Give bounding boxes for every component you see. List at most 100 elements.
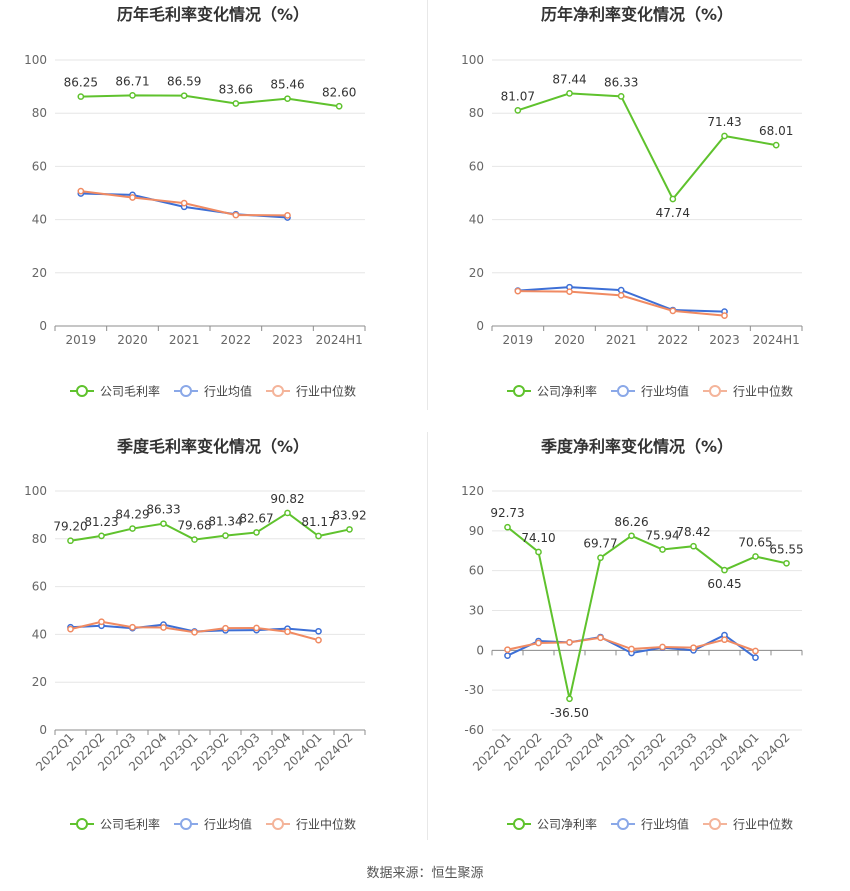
data-point-company xyxy=(721,132,728,140)
data-label: 85.46 xyxy=(270,78,304,92)
data-point-company xyxy=(77,93,85,100)
data-point-company xyxy=(783,559,790,567)
y-tick-label: 100 xyxy=(461,53,484,67)
y-tick-label: 60 xyxy=(32,580,47,594)
legend-label: 行业中位数 xyxy=(296,817,356,832)
data-point-industry_median xyxy=(129,623,136,631)
legend-marker xyxy=(180,385,192,397)
data-point-industry_avg xyxy=(617,286,625,294)
legend-item-industry_avg: 行业均值 xyxy=(174,384,252,399)
legend-marker xyxy=(513,385,525,397)
data-label: 70.65 xyxy=(738,536,772,550)
data-point-company xyxy=(346,526,353,533)
y-tick-label: 60 xyxy=(469,159,484,173)
data-label: 81.34 xyxy=(208,515,242,529)
legend-marker xyxy=(76,385,88,397)
data-point-industry_median xyxy=(752,647,759,655)
data-point-company xyxy=(617,93,625,100)
legend-item-company: 公司净利率 xyxy=(507,817,597,832)
data-label: 68.01 xyxy=(759,124,793,138)
y-tick-label: 40 xyxy=(32,213,47,227)
data-point-industry_median xyxy=(253,624,260,632)
data-point-company xyxy=(535,548,542,556)
data-point-company xyxy=(772,141,780,149)
data-point-industry_median xyxy=(98,618,105,626)
legend-label: 公司毛利率 xyxy=(100,384,160,399)
x-tick-label: 2021 xyxy=(169,333,200,347)
legend-label: 公司净利率 xyxy=(537,817,597,832)
chart-title: 历年净利率变化情况（%） xyxy=(541,5,733,24)
data-point-industry_median xyxy=(284,211,291,219)
data-label: 74.10 xyxy=(521,531,555,545)
y-tick-label: 30 xyxy=(469,604,484,618)
legend-label: 行业均值 xyxy=(641,384,689,399)
y-tick-label: 20 xyxy=(32,266,47,280)
data-point-company xyxy=(67,537,74,545)
data-label: 92.73 xyxy=(490,506,524,520)
data-label: 69.77 xyxy=(583,537,617,551)
x-tick-label: 2024H1 xyxy=(316,333,363,347)
y-tick-label: 0 xyxy=(476,319,484,333)
y-tick-label: 40 xyxy=(469,213,484,227)
y-tick-label: 0 xyxy=(476,643,484,657)
data-label: 83.92 xyxy=(332,508,366,522)
legend-label: 公司毛利率 xyxy=(100,817,160,832)
data-point-industry_median xyxy=(597,634,604,642)
data-point-company xyxy=(690,542,697,550)
legend-label: 行业均值 xyxy=(641,817,689,832)
data-point-company xyxy=(98,532,105,540)
data-label: 79.20 xyxy=(53,520,87,534)
y-tick-label: 90 xyxy=(469,524,484,538)
legend-item-company: 公司净利率 xyxy=(507,384,597,399)
data-label: 86.71 xyxy=(115,74,149,88)
data-label: 86.33 xyxy=(146,503,180,517)
data-point-company xyxy=(222,532,229,539)
data-point-company xyxy=(129,525,136,532)
legend-marker xyxy=(709,818,721,830)
data-label: 83.66 xyxy=(219,82,253,96)
y-tick-label: 0 xyxy=(39,319,47,333)
legend-item-company: 公司毛利率 xyxy=(70,817,160,832)
panel-divider-vertical-top xyxy=(427,0,428,410)
legend-item-industry_median: 行业中位数 xyxy=(703,817,793,832)
chart-title: 季度净利率变化情况（%） xyxy=(540,437,733,456)
data-point-industry_median xyxy=(514,287,522,295)
data-label: 86.26 xyxy=(614,515,648,529)
data-point-industry_median xyxy=(690,644,697,652)
data-point-industry_median xyxy=(284,628,291,636)
data-point-industry_median xyxy=(191,628,198,636)
data-point-company xyxy=(669,195,677,203)
data-point-company xyxy=(191,536,198,543)
data-point-industry_median xyxy=(566,639,573,646)
chart-title: 历年毛利率变化情况（%） xyxy=(117,5,309,24)
data-label: 86.33 xyxy=(604,75,638,89)
data-label: 65.55 xyxy=(769,542,803,556)
data-label: 81.07 xyxy=(501,89,535,103)
y-tick-label: -30 xyxy=(464,683,484,697)
legend-marker xyxy=(180,818,192,830)
chart-panel-1: 历年毛利率变化情况（%） 0 20 40 60 80 100 2019 2020 2021 2022… xyxy=(24,5,366,399)
y-tick-label: 100 xyxy=(24,53,47,67)
x-tick-label: 2020 xyxy=(117,333,148,347)
data-point-industry_median xyxy=(669,307,677,315)
data-point-industry_avg xyxy=(504,652,511,659)
data-point-industry_median xyxy=(67,625,74,633)
series-line-company xyxy=(517,92,777,201)
data-point-industry_avg xyxy=(315,627,322,635)
data-label: 90.82 xyxy=(270,492,304,506)
data-point-industry_median xyxy=(628,645,635,653)
data-point-company xyxy=(253,529,260,536)
data-point-company xyxy=(129,92,136,99)
data-point-company xyxy=(232,100,240,107)
data-point-industry_avg xyxy=(752,654,759,661)
x-tick-label: 2021 xyxy=(606,333,637,347)
legend-marker xyxy=(272,385,284,397)
data-point-industry_median xyxy=(721,636,728,644)
x-tick-label: 2019 xyxy=(503,333,534,347)
data-point-industry_median xyxy=(659,643,666,651)
x-tick-label: 2024H1 xyxy=(753,333,800,347)
data-label: 60.45 xyxy=(707,577,741,591)
y-tick-label: 20 xyxy=(32,675,47,689)
legend-item-industry_avg: 行业均值 xyxy=(611,817,689,832)
